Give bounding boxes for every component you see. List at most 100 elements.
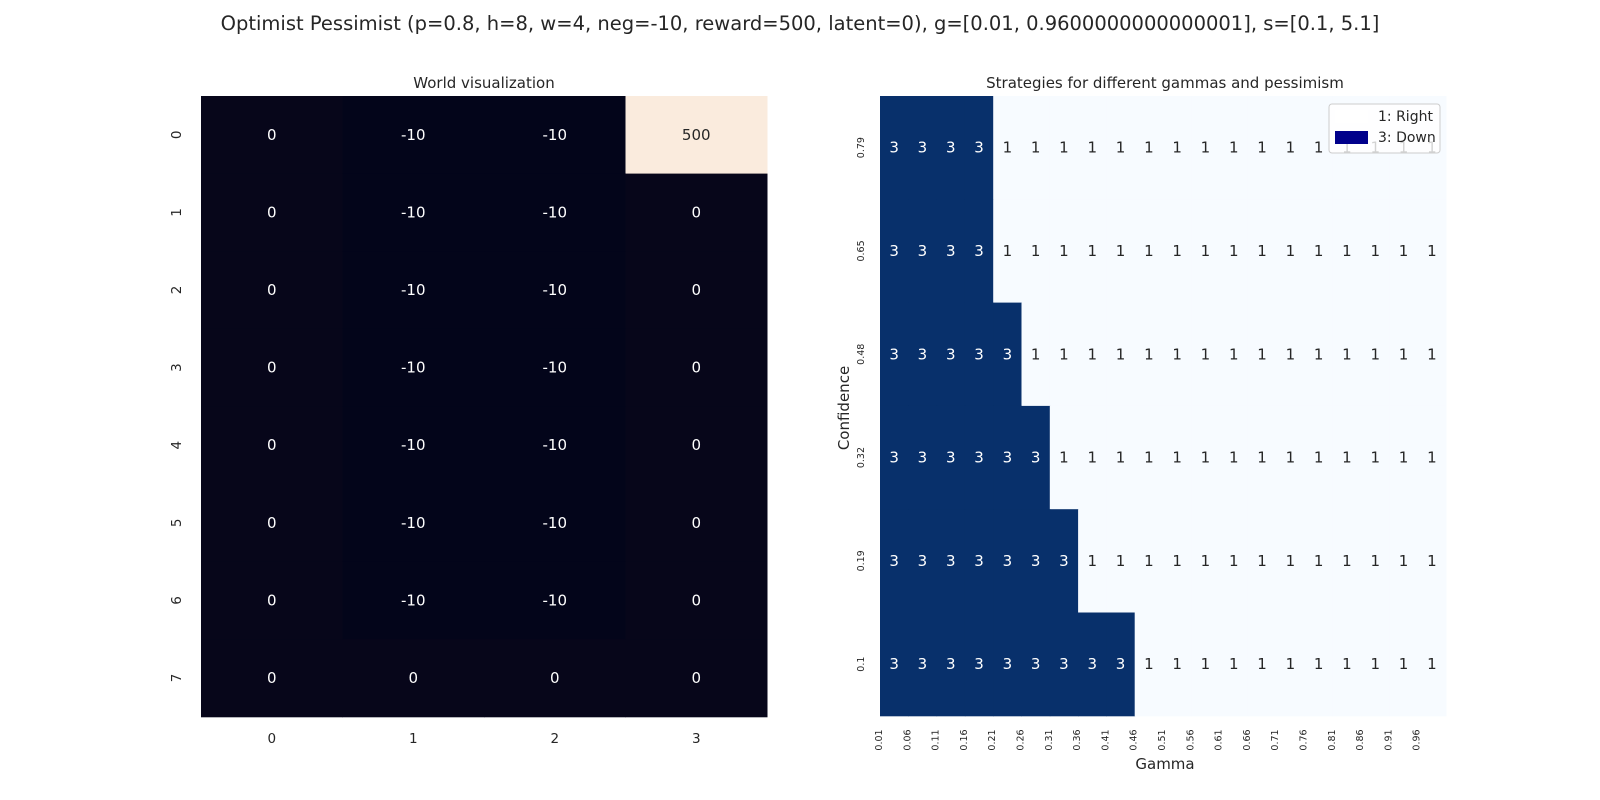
strategy-cell bbox=[1078, 405, 1107, 510]
strategies-y-tick: 0.1 bbox=[856, 657, 867, 672]
world-cell bbox=[342, 484, 485, 563]
strategy-cell bbox=[1191, 302, 1221, 407]
world-cell bbox=[342, 561, 485, 640]
world-cell bbox=[625, 328, 768, 407]
strategy-cell-label: 3 bbox=[1031, 655, 1041, 673]
strategies-x-ticks: 0.01 0.06 0.11 0.16 0.21 0.26 0.31 0.36 0.41 0.46… bbox=[874, 729, 1423, 750]
strategy-cell-label: 1 bbox=[1201, 552, 1211, 570]
strategy-cell bbox=[1332, 302, 1362, 407]
strategy-cell-label: 1 bbox=[1342, 449, 1352, 467]
strategy-cell-label: 3 bbox=[918, 345, 928, 363]
world-cell-label: 0 bbox=[691, 514, 701, 532]
strategies-x-tick: 0.31 bbox=[1044, 729, 1055, 750]
strategy-cell-label: 3 bbox=[946, 552, 956, 570]
strategies-heatmap-cells: 3333111111111111111133331111111111111111… bbox=[880, 96, 1447, 717]
strategy-cell-label: 1 bbox=[1116, 242, 1126, 260]
strategy-cell bbox=[1191, 405, 1221, 510]
strategy-cell-label: 1 bbox=[1342, 345, 1352, 363]
strategy-cell bbox=[1163, 509, 1192, 613]
strategy-cell-label: 1 bbox=[1201, 139, 1211, 157]
strategy-cell-label: 1 bbox=[1257, 552, 1267, 570]
strategy-cell-label: 1 bbox=[1314, 242, 1324, 260]
world-cell-label: 0 bbox=[267, 281, 277, 299]
strategy-cell bbox=[1361, 612, 1390, 717]
strategy-cell bbox=[1276, 96, 1305, 200]
world-cell-label: -10 bbox=[401, 281, 426, 299]
strategy-cell bbox=[1276, 509, 1305, 613]
world-x-tick: 0 bbox=[267, 731, 276, 747]
strategy-cell bbox=[1021, 199, 1051, 304]
strategy-cell-label: 1 bbox=[1116, 552, 1126, 570]
strategy-cell bbox=[1021, 405, 1051, 510]
strategy-cell-label: 1 bbox=[1059, 139, 1069, 157]
world-cell bbox=[484, 406, 626, 485]
strategy-cell bbox=[1049, 405, 1079, 510]
strategy-cell-label: 1 bbox=[1031, 139, 1041, 157]
strategies-x-tick: 0.06 bbox=[902, 729, 913, 750]
strategy-cell bbox=[1134, 96, 1164, 200]
strategy-cell-label: 3 bbox=[889, 655, 899, 673]
world-cell-label: 0 bbox=[267, 514, 277, 532]
strategy-cell bbox=[1134, 509, 1164, 613]
world-cell bbox=[484, 561, 626, 640]
strategies-y-tick: 0.79 bbox=[856, 137, 867, 158]
strategies-x-tick: 0.36 bbox=[1072, 729, 1083, 750]
world-cell-label: -10 bbox=[401, 203, 426, 221]
strategy-cell bbox=[964, 509, 994, 613]
strategy-cell bbox=[1361, 302, 1390, 407]
strategy-cell bbox=[1304, 612, 1334, 717]
strategies-x-tick: 0.71 bbox=[1270, 729, 1281, 750]
world-cell-label: 0 bbox=[408, 669, 418, 687]
world-y-ticks: 0 1 2 3 4 5 6 7 bbox=[169, 131, 185, 683]
world-y-tick: 5 bbox=[169, 519, 185, 528]
strategy-cell-label: 1 bbox=[1257, 345, 1267, 363]
strategy-cell-label: 1 bbox=[1144, 242, 1154, 260]
strategy-cell-label: 1 bbox=[1031, 242, 1041, 260]
world-cell-label: 0 bbox=[267, 126, 277, 144]
strategy-cell-label: 3 bbox=[974, 449, 984, 467]
strategy-cell-label: 1 bbox=[1144, 552, 1154, 570]
strategy-cell bbox=[1219, 612, 1249, 717]
world-y-tick: 2 bbox=[169, 286, 185, 295]
strategy-cell-label: 3 bbox=[889, 242, 899, 260]
strategy-cell bbox=[993, 302, 1022, 407]
strategies-y-tick: 0.65 bbox=[856, 240, 867, 261]
world-cell-label: 0 bbox=[267, 203, 277, 221]
strategy-cell-label: 1 bbox=[1399, 242, 1409, 260]
world-cell bbox=[625, 406, 768, 485]
strategy-cell-label: 1 bbox=[1172, 449, 1182, 467]
strategy-cell bbox=[1361, 405, 1390, 510]
strategy-cell bbox=[993, 612, 1022, 717]
strategy-cell-label: 1 bbox=[1370, 449, 1380, 467]
strategy-cell bbox=[1078, 302, 1107, 407]
world-cell bbox=[625, 561, 768, 640]
strategy-cell-label: 1 bbox=[1427, 449, 1437, 467]
strategy-cell bbox=[1304, 302, 1334, 407]
strategy-cell-label: 1 bbox=[1257, 242, 1267, 260]
strategy-cell-label: 3 bbox=[974, 242, 984, 260]
strategy-cell bbox=[1106, 509, 1136, 613]
world-cell-label: -10 bbox=[401, 359, 426, 377]
strategies-x-tick: 0.96 bbox=[1412, 729, 1423, 750]
strategy-cell bbox=[1389, 612, 1419, 717]
strategy-cell bbox=[880, 96, 909, 200]
strategy-cell bbox=[1389, 405, 1419, 510]
strategy-cell-label: 1 bbox=[1427, 242, 1437, 260]
strategy-cell-label: 1 bbox=[1229, 242, 1239, 260]
strategy-cell bbox=[1021, 302, 1051, 407]
strategy-cell bbox=[1078, 509, 1107, 613]
strategy-cell-label: 3 bbox=[974, 655, 984, 673]
world-cell-label: -10 bbox=[401, 514, 426, 532]
strategy-cell-label: 3 bbox=[1003, 552, 1013, 570]
world-cell bbox=[484, 251, 626, 330]
strategy-cell bbox=[936, 612, 966, 717]
world-cell bbox=[201, 639, 343, 718]
strategy-cell-label: 1 bbox=[1370, 345, 1380, 363]
strategy-cell-label: 1 bbox=[1201, 345, 1211, 363]
strategy-cell-label: 1 bbox=[1229, 345, 1239, 363]
world-y-tick: 1 bbox=[169, 208, 185, 217]
strategy-cell bbox=[1276, 199, 1305, 304]
strategy-cell-label: 3 bbox=[1059, 552, 1069, 570]
strategies-x-tick: 0.26 bbox=[1016, 729, 1027, 750]
